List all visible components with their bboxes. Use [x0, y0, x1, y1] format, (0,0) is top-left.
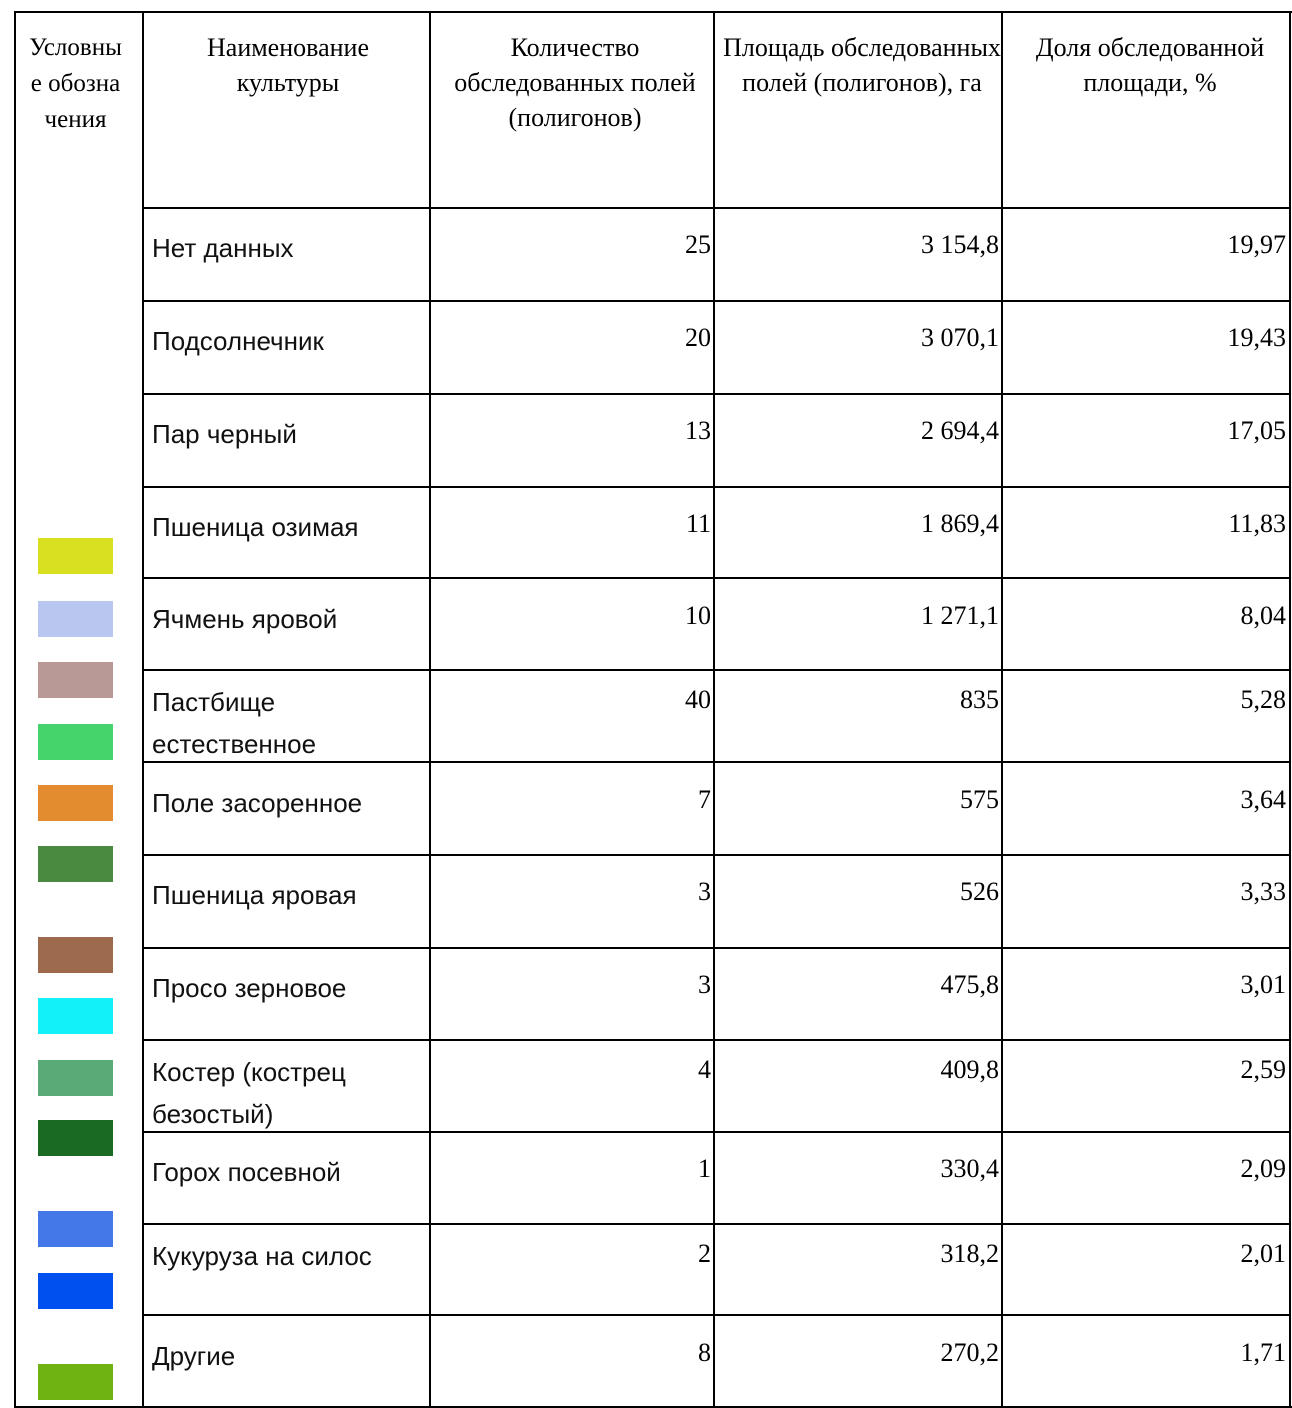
- area-share: 17,05: [1227, 416, 1287, 445]
- crop-name: Ячмень яровой: [152, 604, 338, 634]
- crop-name: Просо зерновое: [152, 973, 347, 1003]
- field-count: 20: [685, 323, 711, 352]
- legend-swatch: [38, 662, 113, 698]
- area-share: 2,01: [1240, 1239, 1287, 1268]
- table-border-right: [1289, 11, 1291, 1408]
- row-divider: [142, 854, 1291, 856]
- table-border-top: [14, 11, 1292, 13]
- table-column-divider: [429, 11, 431, 1408]
- legend-swatch: [38, 846, 113, 882]
- header-field-area: Площадь обследованных полей (полигонов),…: [723, 33, 1001, 97]
- legend-swatch: [38, 1060, 113, 1096]
- field-count: 1: [698, 1154, 711, 1183]
- area-share: 3,01: [1240, 970, 1287, 999]
- field-area: 330,4: [940, 1154, 1000, 1183]
- field-count: 8: [698, 1338, 711, 1367]
- row-divider: [142, 1131, 1291, 1133]
- legend-swatch: [38, 538, 113, 574]
- crop-name: Нет данных: [152, 233, 294, 263]
- field-count: 13: [685, 416, 711, 445]
- field-area: 1 869,4: [921, 509, 999, 538]
- field-area: 1 271,1: [921, 601, 999, 630]
- row-divider: [142, 669, 1291, 671]
- header-area-share: Доля обследованной площади, %: [1035, 33, 1265, 97]
- field-area: 526: [960, 877, 999, 906]
- crop-name: Пар черный: [152, 419, 297, 449]
- header-field-count: Количество обследованных полей (полигоно…: [454, 33, 696, 132]
- table-column-divider: [713, 11, 715, 1408]
- area-share: 2,09: [1240, 1154, 1287, 1183]
- field-count: 40: [685, 685, 711, 714]
- field-count: 3: [698, 877, 711, 906]
- crop-name: Подсолнечник: [152, 326, 324, 356]
- area-share: 19,97: [1227, 230, 1287, 259]
- crop-name: Пастбище естественное: [152, 687, 317, 759]
- field-area: 475,8: [940, 970, 1000, 999]
- field-area: 575: [960, 785, 999, 814]
- legend-swatch: [38, 1120, 113, 1156]
- row-divider: [142, 1314, 1291, 1316]
- crop-name: Кукуруза на силос: [152, 1241, 372, 1271]
- legend-swatch: [38, 785, 113, 821]
- field-area: 318,2: [940, 1239, 1000, 1268]
- area-share: 8,04: [1240, 601, 1287, 630]
- row-divider: [142, 486, 1291, 488]
- header-legend: Условные обозначения: [29, 34, 122, 133]
- crop-name: Горох посевной: [152, 1157, 341, 1187]
- row-divider: [142, 577, 1291, 579]
- row-divider: [142, 1039, 1291, 1041]
- crop-name: Поле засоренное: [152, 788, 363, 818]
- area-share: 3,64: [1240, 785, 1287, 814]
- field-count: 3: [698, 970, 711, 999]
- row-divider: [142, 393, 1291, 395]
- field-count: 10: [685, 601, 711, 630]
- crop-name: Пшеница озимая: [152, 512, 359, 542]
- field-area: 409,8: [940, 1055, 1000, 1084]
- field-count: 7: [698, 785, 711, 814]
- crop-name: Другие: [152, 1341, 236, 1371]
- field-count: 4: [698, 1055, 711, 1084]
- field-count: 2: [698, 1239, 711, 1268]
- legend-swatch: [38, 1211, 113, 1247]
- row-divider: [142, 1223, 1291, 1225]
- table-border-left: [14, 11, 16, 1408]
- area-share: 2,59: [1240, 1055, 1287, 1084]
- area-share: 3,33: [1240, 877, 1287, 906]
- field-area: 3 070,1: [921, 323, 999, 352]
- crop-name: Костер (кострец безостый): [152, 1057, 346, 1129]
- field-area: 835: [960, 685, 999, 714]
- area-share: 19,43: [1227, 323, 1287, 352]
- field-count: 11: [685, 509, 711, 538]
- legend-swatch: [38, 724, 113, 760]
- table-column-divider: [1001, 11, 1003, 1408]
- table-border-bottom: [14, 1406, 1292, 1408]
- legend-swatch: [38, 601, 113, 637]
- legend-swatch: [38, 1364, 113, 1400]
- table-column-divider: [142, 11, 144, 1408]
- row-divider: [142, 947, 1291, 949]
- legend-swatch: [38, 998, 113, 1034]
- header-crop-name: Наименование культуры: [207, 33, 369, 97]
- row-divider: [142, 761, 1291, 763]
- field-area: 3 154,8: [921, 230, 999, 259]
- field-area: 270,2: [940, 1338, 1000, 1367]
- area-share: 5,28: [1240, 685, 1287, 714]
- row-divider: [142, 300, 1291, 302]
- crop-name: Пшеница яровая: [152, 880, 357, 910]
- area-share: 1,71: [1240, 1338, 1287, 1367]
- area-share: 11,83: [1228, 509, 1286, 538]
- legend-swatch: [38, 937, 113, 973]
- legend-swatch: [38, 1273, 113, 1309]
- row-divider: [142, 207, 1291, 209]
- field-count: 25: [685, 230, 711, 259]
- field-area: 2 694,4: [921, 416, 999, 445]
